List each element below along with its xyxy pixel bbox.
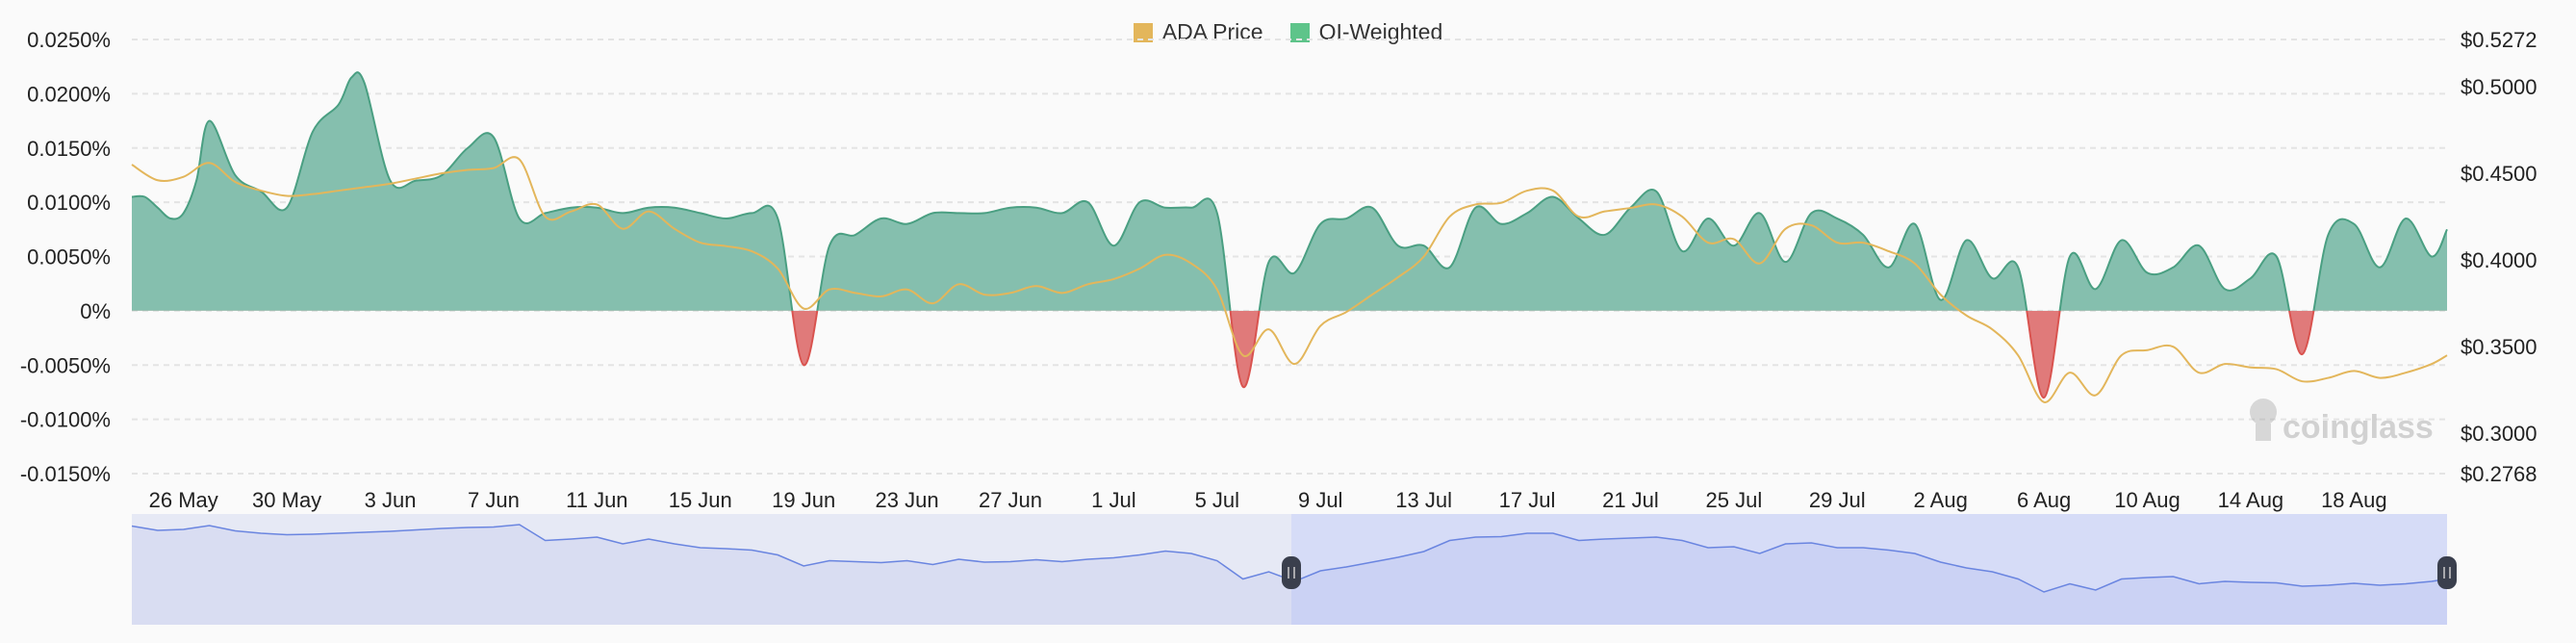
x-tick-label: 9 Jul (1298, 488, 1342, 512)
y-left-tick-label: 0.0150% (27, 137, 111, 161)
y-left-tick-label: 0.0050% (27, 245, 111, 270)
x-tick-label: 21 Jul (1602, 488, 1659, 512)
y-left-tick-label: -0.0050% (20, 353, 111, 377)
y-right-tick-label: $0.4000 (2461, 248, 2538, 272)
x-tick-label: 23 Jun (876, 488, 939, 512)
x-tick-label: 30 May (252, 488, 321, 512)
funding-line-positive (131, 71, 2448, 311)
x-tick-label: 7 Jun (468, 488, 520, 512)
x-tick-label: 13 Jul (1395, 488, 1452, 512)
y-left-tick-label: 0.0100% (27, 191, 111, 215)
navigator-handle-right[interactable] (2437, 556, 2457, 589)
x-tick-label: 2 Aug (1914, 488, 1968, 512)
x-tick-label: 25 Jul (1706, 488, 1763, 512)
handle-grip (2437, 556, 2457, 589)
x-tick-label: 19 Jun (772, 488, 835, 512)
navigator-area (132, 525, 2447, 625)
x-tick-label: 1 Jul (1091, 488, 1135, 512)
x-tick-label: 15 Jun (669, 488, 732, 512)
x-tick-label: 11 Jun (566, 488, 627, 512)
y-left-tick-label: 0.0200% (27, 82, 111, 106)
y-left-tick-label: 0% (80, 299, 111, 323)
legend-item-oi-weighted[interactable]: OI-Weighted (1289, 19, 1442, 45)
x-tick-label: 6 Aug (2017, 488, 2071, 512)
y-left-tick-label: -0.0100% (20, 408, 111, 432)
funding-line-negative (791, 310, 2315, 399)
navigator-selection (1291, 514, 2447, 625)
price-line (131, 156, 2448, 403)
y-right-tick-label: $0.3000 (2461, 422, 2538, 446)
legend-swatch-ada-price (1133, 22, 1153, 42)
y-left-tick-label: 0.0250% (27, 28, 111, 52)
x-tick-label: 26 May (149, 488, 218, 512)
y-right-tick-label: $0.5000 (2461, 75, 2538, 99)
x-tick-label: 17 Jul (1499, 488, 1556, 512)
x-tick-label: 27 Jun (979, 488, 1042, 512)
x-tick-label: 3 Jun (365, 488, 417, 512)
y-right-tick-label: $0.2768 (2461, 462, 2538, 486)
x-tick-label: 29 Jul (1809, 488, 1866, 512)
legend-swatch-oi-weighted (1289, 22, 1310, 42)
navigator-handle-left[interactable] (1282, 556, 1301, 589)
watermark-logo-icon (2256, 424, 2271, 441)
y-right-tick-label: $0.4500 (2461, 162, 2538, 186)
y-right-tick-label: $0.3500 (2461, 335, 2538, 359)
x-tick-label: 14 Aug (2218, 488, 2284, 512)
funding-area-positive (132, 72, 2447, 311)
y-left-tick-label: -0.0150% (20, 462, 111, 486)
x-tick-label: 10 Aug (2114, 488, 2181, 512)
x-tick-label: 18 Aug (2321, 488, 2387, 512)
y-right-tick-label: $0.5272 (2461, 28, 2538, 52)
watermark-text: coinglass (2283, 409, 2434, 446)
x-tick-label: 5 Jul (1195, 488, 1239, 512)
watermark-logo-icon (2250, 399, 2277, 425)
coinglass-watermark: coinglass (2250, 399, 2434, 446)
handle-grip (1282, 556, 1301, 589)
